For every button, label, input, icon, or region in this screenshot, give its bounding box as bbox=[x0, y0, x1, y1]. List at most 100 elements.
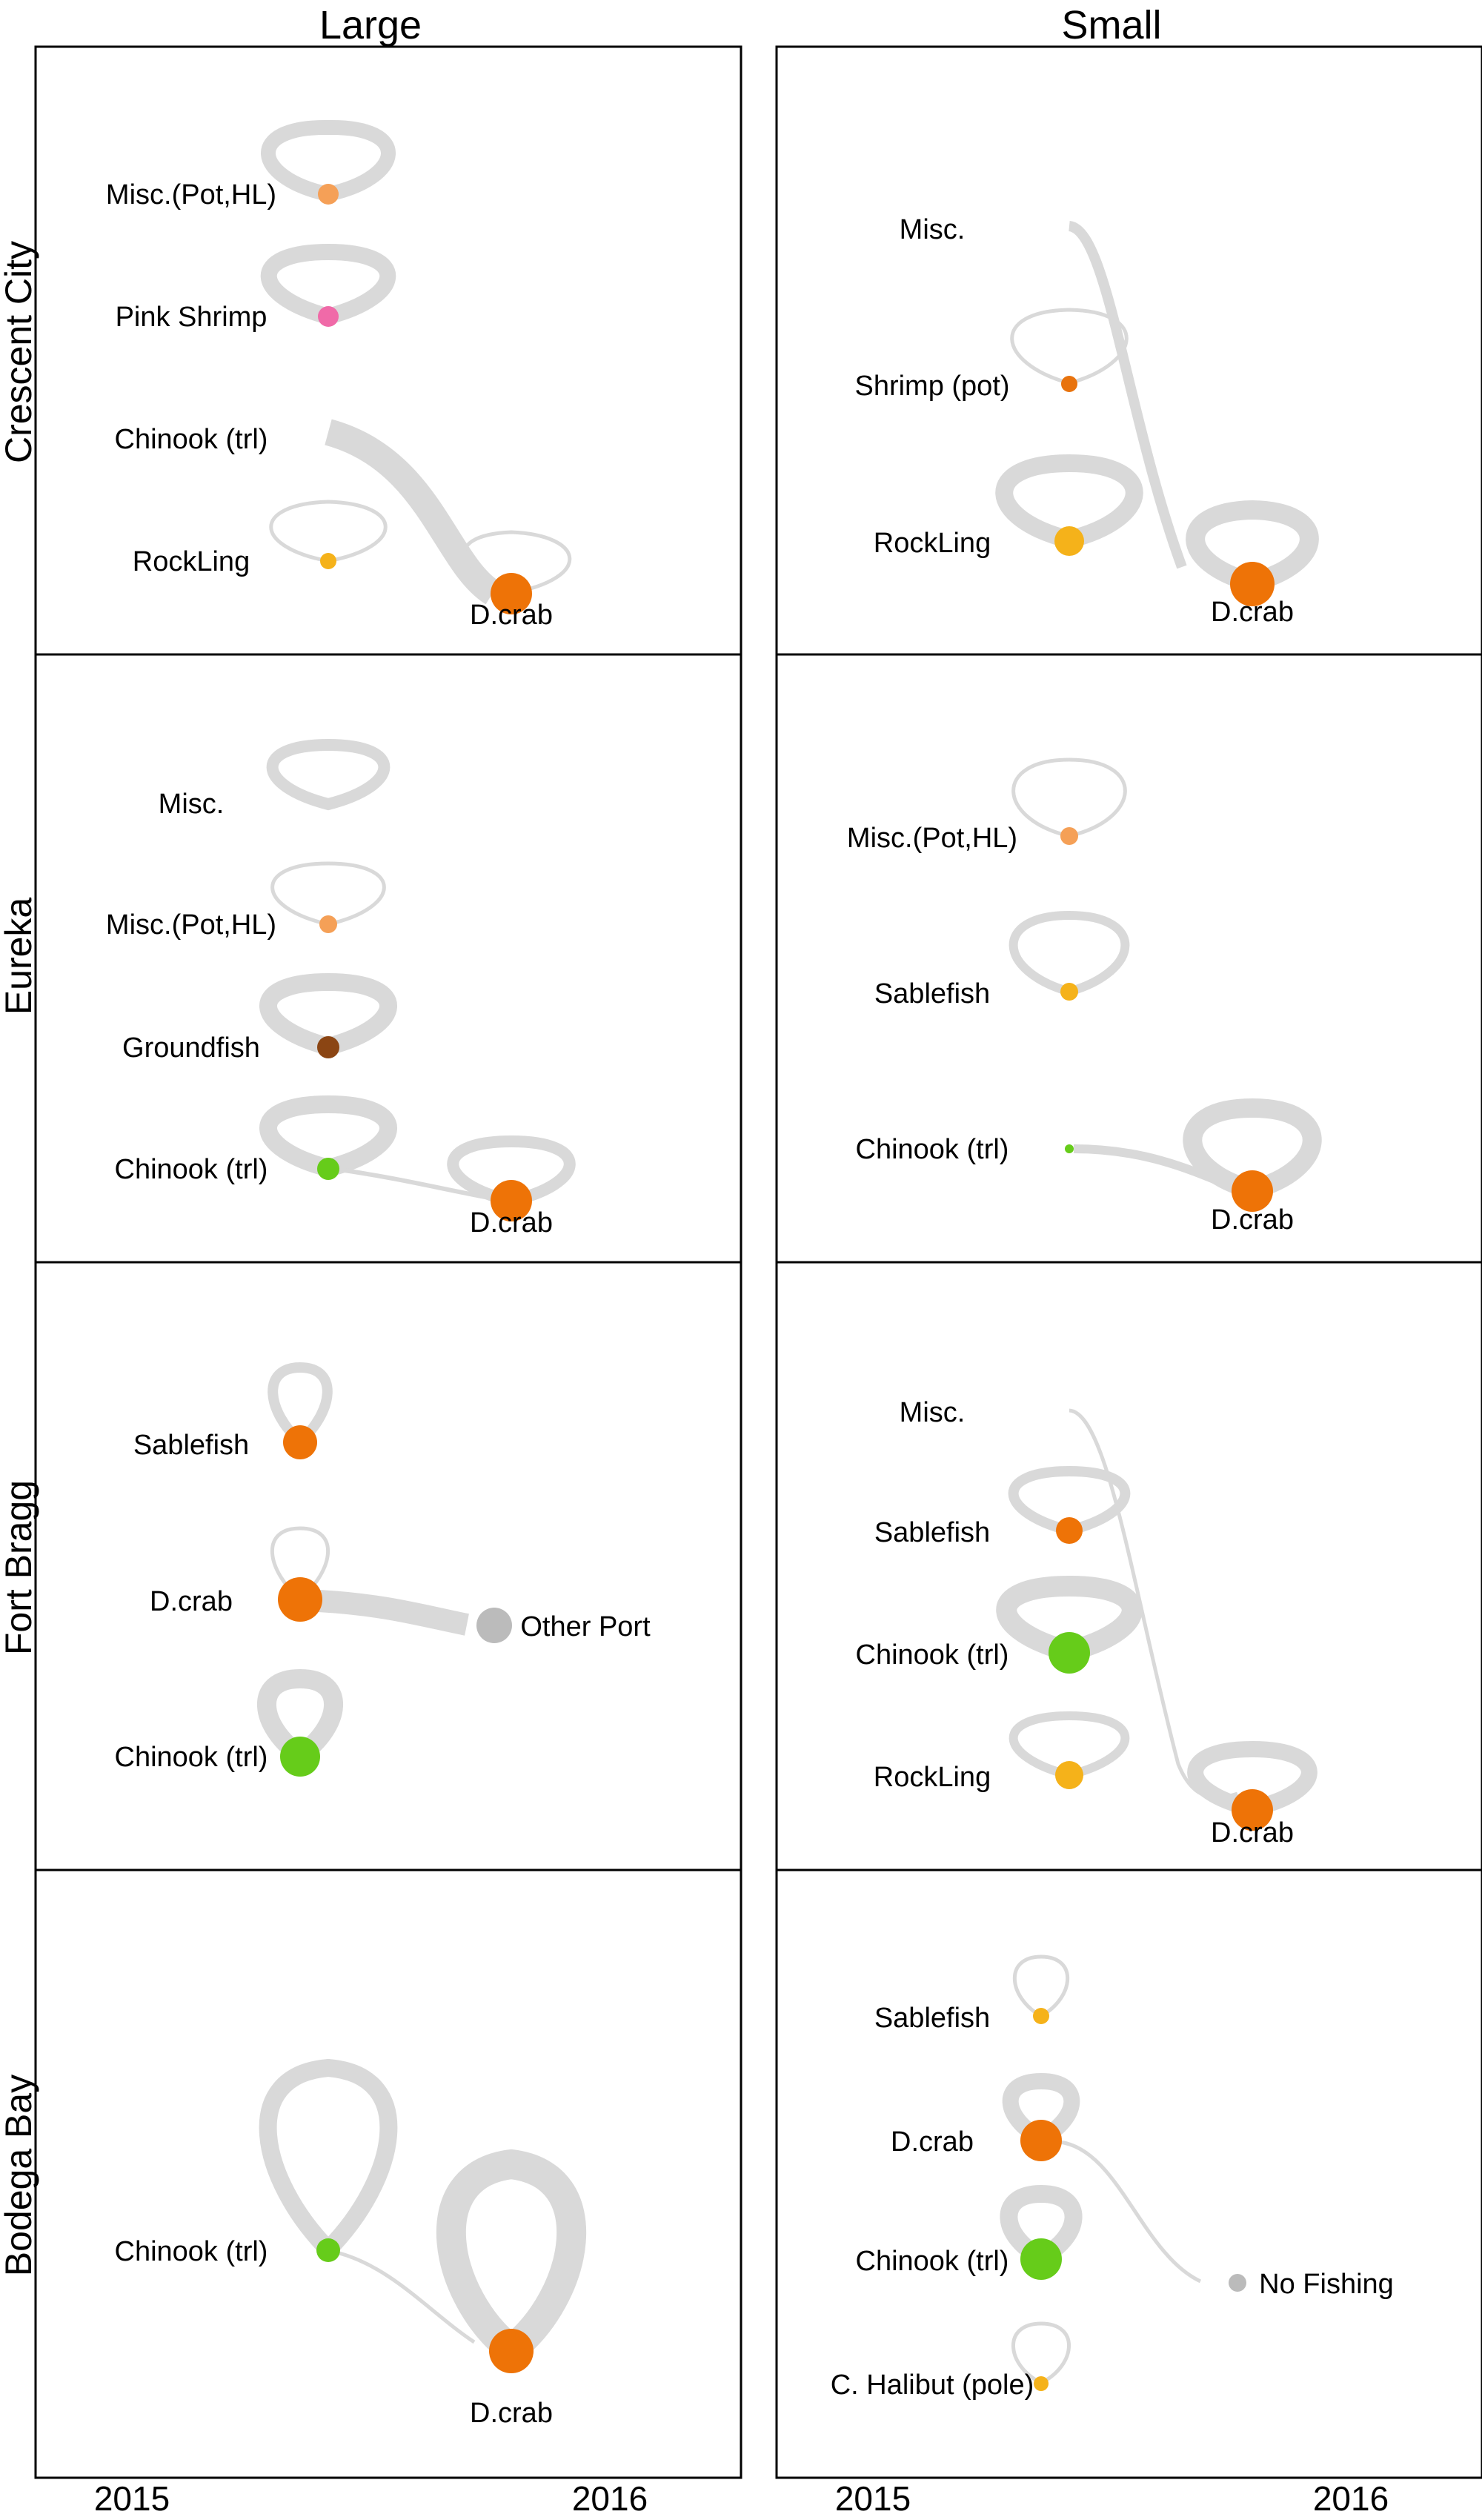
label-dcrab: D.crab bbox=[1211, 597, 1294, 628]
label-dcrab: D.crab bbox=[150, 1586, 233, 1617]
panel-eureka-small: Misc.(Pot,HL) Sablefish Chinook (trl) D.… bbox=[775, 653, 1482, 1264]
self-loop-dcrab bbox=[270, 1526, 330, 1602]
node-rockling bbox=[1055, 1761, 1083, 1789]
label-chinook-trl: Chinook (trl) bbox=[856, 1639, 1009, 1671]
self-loop-sablefish bbox=[268, 1362, 333, 1449]
node-chinook-trl bbox=[1020, 2238, 1062, 2280]
node-dcrab bbox=[1020, 2120, 1062, 2161]
label-sablefish: Sablefish bbox=[874, 2003, 990, 2034]
self-loop-rockling bbox=[995, 454, 1143, 549]
node-misc-pot-hl bbox=[1060, 827, 1078, 845]
label-chinook-trl: Chinook (trl) bbox=[115, 1154, 268, 1185]
label-dcrab: D.crab bbox=[1211, 1204, 1294, 1236]
label-misc: Misc. bbox=[159, 789, 225, 820]
panel-fort-bragg-small: Misc. Sablefish Chinook (trl) RockLing D… bbox=[775, 1261, 1482, 1871]
self-loop-shrimp-pot bbox=[1010, 308, 1129, 385]
panel-crescent-city-large: Misc.(Pot,HL) Pink Shrimp Chinook (trl) … bbox=[34, 45, 742, 656]
panel-frame bbox=[775, 45, 1482, 656]
self-loop-dcrab bbox=[1186, 500, 1319, 593]
panel-bodega-bay-small: Sablefish D.crab No Fishing Chinook (trl… bbox=[775, 1869, 1482, 2479]
label-chinook-trl: Chinook (trl) bbox=[115, 1742, 268, 1773]
label-sablefish: Sablefish bbox=[133, 1430, 249, 1461]
year-label-2015-left: 2015 bbox=[94, 2479, 170, 2518]
label-dcrab: D.crab bbox=[1211, 1817, 1294, 1848]
self-loop-pink-shrimp bbox=[260, 243, 396, 325]
node-rockling bbox=[320, 553, 336, 569]
node-pink-shrimp bbox=[318, 306, 339, 327]
node-dcrab bbox=[278, 1577, 322, 1622]
label-no-fishing: No Fishing bbox=[1259, 2269, 1394, 2300]
label-shrimp-pot: Shrimp (pot) bbox=[854, 371, 1009, 402]
node-other-port bbox=[476, 1608, 512, 1643]
label-chinook-trl: Chinook (trl) bbox=[856, 1134, 1009, 1165]
label-rockling: RockLing bbox=[874, 528, 991, 559]
label-other-port: Other Port bbox=[520, 1611, 651, 1642]
panel-crescent-city-small: Misc. Shrimp (pot) RockLing D.crab bbox=[775, 45, 1482, 656]
self-loop-sablefish bbox=[1012, 1954, 1070, 2018]
node-chinook-trl bbox=[1049, 1632, 1090, 1674]
node-shrimp-pot bbox=[1061, 376, 1077, 392]
self-loop-rockling bbox=[269, 500, 388, 563]
self-loop-groundfish bbox=[259, 972, 397, 1056]
flow-chinook-to-dcrab bbox=[339, 1167, 486, 1199]
self-loop-c-halibut-pole bbox=[1011, 2321, 1071, 2385]
node-chinook-trl bbox=[280, 1737, 320, 1777]
label-dcrab: D.crab bbox=[470, 2398, 553, 2429]
label-sablefish: Sablefish bbox=[874, 1517, 990, 1548]
year-label-2016-left: 2016 bbox=[572, 2479, 648, 2518]
self-loop-dcrab bbox=[1002, 2072, 1080, 2148]
label-pink-shrimp: Pink Shrimp bbox=[116, 302, 268, 333]
column-title-large: Large bbox=[319, 3, 422, 47]
node-sablefish bbox=[1060, 983, 1078, 1001]
label-misc-pot-hl: Misc.(Pot,HL) bbox=[847, 823, 1017, 854]
node-misc-pot-hl bbox=[318, 184, 339, 205]
self-loop-chinook-trl bbox=[1000, 2184, 1083, 2267]
node-rockling bbox=[1054, 526, 1084, 556]
label-chinook-trl: Chinook (trl) bbox=[856, 2246, 1009, 2277]
label-rockling: RockLing bbox=[133, 546, 250, 577]
label-sablefish: Sablefish bbox=[874, 978, 990, 1009]
self-loop-sablefish bbox=[1008, 1465, 1131, 1536]
self-loop-dcrab bbox=[1187, 1740, 1317, 1817]
node-sablefish bbox=[1056, 1517, 1083, 1544]
self-loop-chinook-trl bbox=[259, 1095, 397, 1178]
label-groundfish: Groundfish bbox=[122, 1032, 260, 1064]
self-loop-dcrab bbox=[447, 1135, 576, 1207]
year-label-2016-right: 2016 bbox=[1313, 2479, 1389, 2518]
label-dcrab: D.crab bbox=[891, 2126, 974, 2158]
row-title-fort-bragg: Fort Bragg bbox=[0, 1480, 39, 1655]
self-loop-misc-pot-hl bbox=[261, 119, 396, 202]
row-title-crescent-city: Crescent City bbox=[0, 241, 39, 463]
self-loop-misc-pot-hl bbox=[1011, 757, 1127, 838]
label-chinook-trl: Chinook (trl) bbox=[115, 2236, 268, 2267]
flow-dcrab-to-other-port bbox=[318, 1590, 469, 1636]
flow-chinook-to-dcrab bbox=[324, 419, 501, 605]
panel-bodega-bay-large: Chinook (trl) D.crab bbox=[34, 1869, 742, 2479]
node-chinook-trl bbox=[317, 1158, 339, 1180]
label-misc-pot-hl: Misc.(Pot,HL) bbox=[106, 179, 276, 210]
row-title-eureka: Eureka bbox=[0, 898, 39, 1015]
node-chinook-trl bbox=[316, 2238, 340, 2262]
node-dcrab bbox=[491, 573, 532, 614]
label-misc: Misc. bbox=[900, 214, 966, 245]
panel-frame bbox=[34, 1261, 742, 1871]
node-dcrab bbox=[489, 2329, 534, 2373]
label-rockling: RockLing bbox=[874, 1762, 991, 1793]
node-chinook-trl bbox=[1065, 1144, 1074, 1153]
self-loop-chinook-trl bbox=[256, 1668, 344, 1767]
self-loop-chinook-trl bbox=[996, 1575, 1143, 1662]
self-loop-sablefish bbox=[1009, 910, 1130, 997]
node-dcrab bbox=[1232, 1170, 1273, 1212]
node-sablefish bbox=[283, 1425, 317, 1459]
self-loop-dcrab bbox=[1183, 1098, 1322, 1200]
panel-frame bbox=[775, 653, 1482, 1264]
self-loop-chinook-trl bbox=[259, 2058, 398, 2263]
node-dcrab bbox=[1230, 562, 1275, 606]
flow-dcrab-to-no-fishing bbox=[1059, 2140, 1202, 2284]
panel-fort-bragg-large: Sablefish D.crab Other Port Chinook (trl… bbox=[34, 1261, 742, 1871]
node-dcrab bbox=[491, 1180, 532, 1221]
flow-misc-to-dcrab bbox=[1068, 221, 1187, 569]
label-dcrab: D.crab bbox=[470, 600, 553, 631]
self-loop-dcrab bbox=[436, 2149, 587, 2369]
